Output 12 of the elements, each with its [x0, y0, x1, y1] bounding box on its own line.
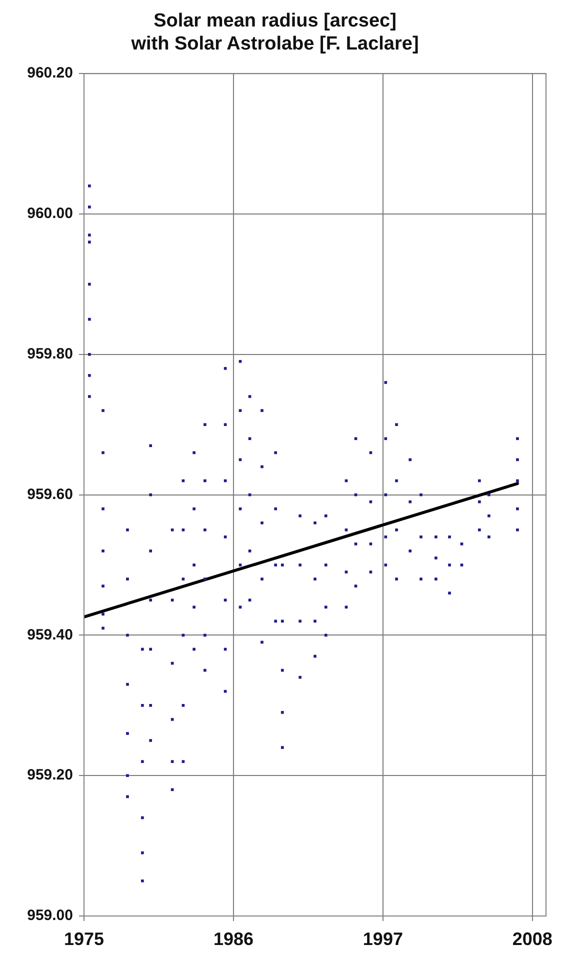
y-tick-label: 959.00: [27, 907, 73, 924]
x-tick-label: 1975: [64, 928, 104, 949]
y-tick-label: 959.80: [27, 346, 73, 363]
y-tick-label: 959.60: [27, 486, 73, 503]
x-tick-label: 2008: [512, 928, 552, 949]
x-tick-label: 1997: [362, 928, 403, 949]
y-tick-label: 960.20: [27, 64, 73, 82]
y-tick-label: 960.00: [27, 205, 73, 222]
x-tick-label: 1986: [213, 928, 254, 949]
y-tick-label: 959.20: [27, 766, 73, 784]
chart-title: Solar mean radius [arcsec] with Solar Astrolabe [F. Laclare]: [130, 10, 419, 54]
y-tick-label: 959.40: [27, 626, 73, 644]
